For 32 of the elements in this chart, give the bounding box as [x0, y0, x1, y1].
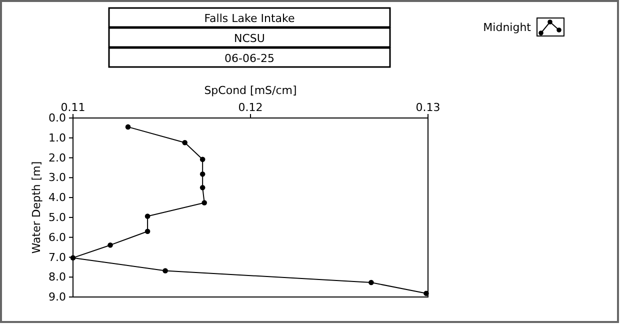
y-tick-label: 3.0: [48, 171, 66, 184]
y-tick-label: 9.0: [48, 290, 66, 304]
y-tick-label: 4.0: [48, 191, 66, 204]
x-tick-label: 0.11: [60, 101, 86, 114]
point: [162, 268, 168, 274]
point: [368, 280, 374, 286]
y-tick-label: 1.0: [48, 131, 66, 144]
text: 06-06-25: [224, 52, 274, 65]
y-tick-label: 2.0: [48, 151, 66, 164]
point: [200, 156, 206, 162]
point: [125, 124, 131, 130]
point: [200, 171, 206, 177]
chart-title: Falls Lake Intake: [204, 12, 295, 25]
point: [424, 290, 429, 296]
y-tick-label: 6.0: [48, 230, 66, 244]
y-axis-title: Water Depth [m]: [30, 161, 43, 254]
legend-label: Midnight: [483, 21, 532, 34]
point: [70, 255, 76, 260]
point: [202, 200, 207, 206]
y-tick-label: 5.0: [48, 210, 66, 224]
point: [200, 184, 206, 190]
chart-subtitle: NCSU: [234, 32, 265, 45]
point: [144, 214, 150, 219]
point: [182, 140, 188, 146]
y-tick-label: 8.0: [48, 270, 66, 284]
y-tick-label: 7.0: [48, 250, 66, 264]
point: [108, 242, 113, 248]
x-tick-label: 0.13: [416, 101, 440, 114]
x-axis-title: SpCond [mS/cm]: [204, 84, 297, 97]
point: [144, 228, 150, 234]
x-tick-label: 0.12: [238, 101, 263, 114]
y-tick-label: 0.0: [48, 112, 66, 125]
